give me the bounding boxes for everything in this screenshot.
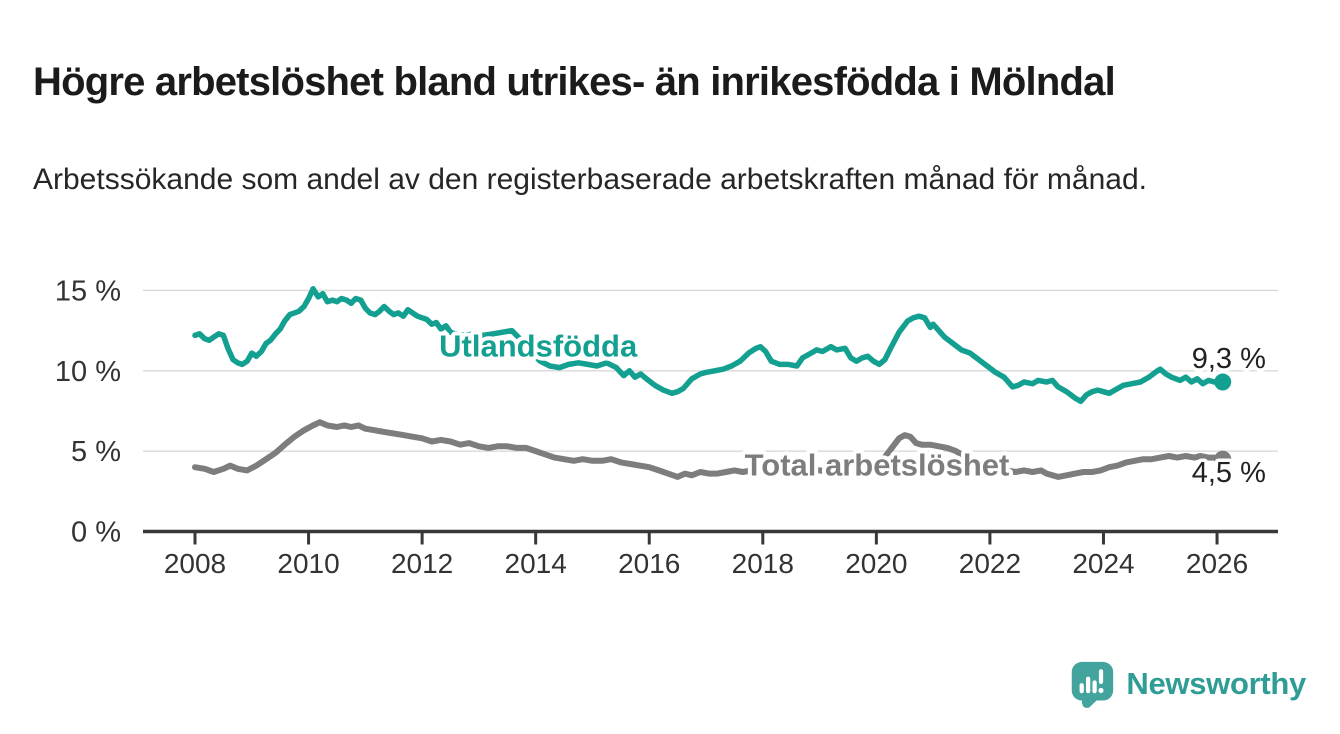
- bar-small: [1079, 683, 1085, 694]
- chart-subtitle: Arbetssökande som andel av den registerb…: [33, 163, 1147, 196]
- end-value-label-total-arbetsloshet: 4,5 %: [1192, 457, 1266, 489]
- x-tick-label: 2024: [1072, 548, 1134, 579]
- y-tick-label: 5 %: [71, 436, 121, 468]
- y-tick-label: 10 %: [55, 356, 121, 388]
- x-tick-label: 2010: [277, 548, 339, 579]
- x-tick-label: 2008: [164, 548, 226, 579]
- newsworthy-wordmark: Newsworthy: [1126, 666, 1306, 701]
- y-tick-label: 15 %: [55, 275, 121, 307]
- exclamation-stem: [1099, 669, 1104, 684]
- end-dot-total-arbetsloshet: [1214, 450, 1232, 468]
- series-label-utlandsfodda: Utlandsfödda: [439, 328, 638, 363]
- bar-tall: [1086, 676, 1091, 694]
- x-tick-label: 2022: [959, 548, 1021, 579]
- chart-title: Högre arbetslöshet bland utrikes- än inr…: [33, 59, 1116, 104]
- x-tick-label: 2012: [391, 548, 453, 579]
- x-tick-label: 2014: [505, 548, 567, 579]
- exclamation-dot: [1098, 687, 1104, 694]
- newsworthy-bubble-chart-icon: [1072, 661, 1114, 708]
- x-tick-label: 2026: [1186, 548, 1248, 579]
- x-tick-label: 2018: [732, 548, 794, 579]
- newsworthy-logo: Newsworthy: [1069, 660, 1306, 708]
- x-tick-label: 2016: [618, 548, 680, 579]
- bar-medium: [1092, 680, 1098, 694]
- x-tick-label: 2020: [845, 548, 907, 579]
- end-value-label-utlandsfodda: 9,3 %: [1192, 343, 1266, 375]
- speech-bubble-shape: [1072, 661, 1114, 708]
- y-tick-label: 0 %: [71, 517, 121, 549]
- series-line-utlandsfodda: [192, 286, 1226, 405]
- series-label-total-arbetsloshet: Total arbetslöshet: [745, 447, 1010, 482]
- series-line-total-arbetsloshet: [192, 419, 1226, 480]
- end-dot-utlandsfodda: [1214, 373, 1232, 391]
